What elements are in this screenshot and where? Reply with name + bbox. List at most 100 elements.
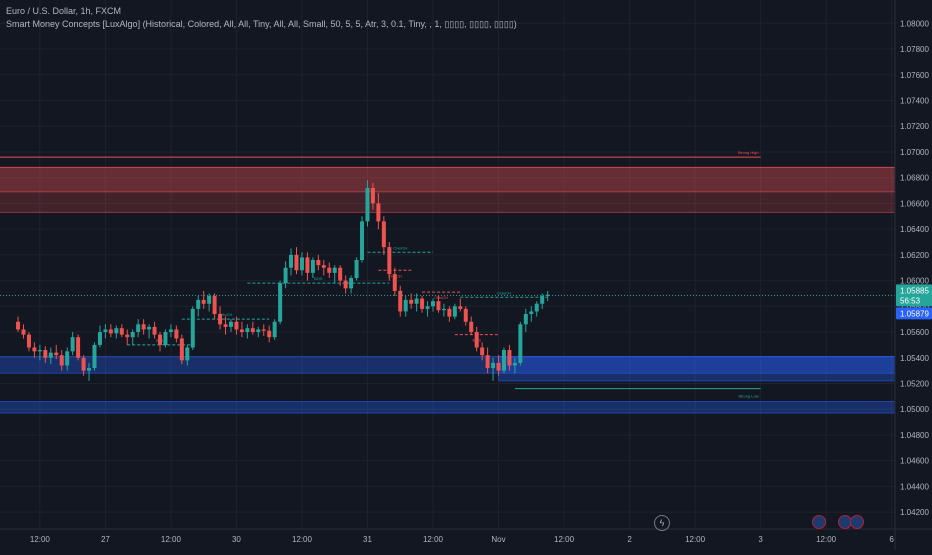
candle-body bbox=[16, 321, 21, 330]
structure-label: CHoCH bbox=[219, 312, 233, 317]
candle-body bbox=[163, 332, 168, 345]
currency-icon[interactable] bbox=[812, 515, 826, 529]
last-price-badge bbox=[896, 284, 932, 307]
y-tick-label: 1.04600 bbox=[900, 457, 929, 466]
candle-body bbox=[283, 267, 288, 284]
candle-body bbox=[529, 311, 534, 315]
y-tick-label: 1.07600 bbox=[900, 71, 929, 80]
lightning-icon[interactable]: ϟ bbox=[654, 515, 670, 531]
x-tick-label: 12:00 bbox=[554, 535, 575, 544]
candle-body bbox=[92, 344, 97, 369]
structure-label: CHoCH bbox=[434, 295, 448, 300]
candle-body bbox=[491, 362, 496, 369]
level-label: Strong Low bbox=[738, 394, 758, 399]
candle-body bbox=[97, 332, 102, 345]
candle-body bbox=[32, 347, 37, 352]
x-tick-label: 12:00 bbox=[816, 535, 837, 544]
candle-body bbox=[360, 221, 365, 260]
prev-close-badge bbox=[896, 307, 932, 320]
candle-body bbox=[158, 334, 162, 345]
x-tick-label: 12:00 bbox=[161, 535, 182, 544]
candle-body bbox=[534, 303, 539, 312]
candle-body bbox=[474, 332, 479, 348]
demand-zone bbox=[498, 355, 896, 382]
structure-label: BOS bbox=[314, 276, 323, 281]
candle-body bbox=[43, 350, 48, 358]
y-tick-label: 1.07800 bbox=[900, 45, 929, 54]
x-tick-label: Nov bbox=[491, 535, 505, 544]
candle-body bbox=[218, 314, 223, 325]
candle-body bbox=[26, 334, 31, 348]
y-tick-label: 1.05800 bbox=[900, 302, 929, 311]
candle-body bbox=[21, 329, 26, 335]
flag-icon[interactable] bbox=[850, 515, 864, 529]
candle-body bbox=[114, 328, 119, 334]
chart-legend: Euro / U.S. Dollar, 1h, FXCM Smart Money… bbox=[6, 5, 517, 31]
y-tick-label: 1.04400 bbox=[900, 482, 929, 491]
prev-close-value: 1.05879 bbox=[900, 309, 929, 318]
x-tick-label: 12:00 bbox=[30, 535, 51, 544]
candle-body bbox=[168, 329, 173, 333]
candle-body bbox=[332, 267, 337, 273]
y-tick-label: 1.06800 bbox=[900, 174, 929, 183]
y-tick-label: 1.04200 bbox=[900, 508, 929, 517]
candle-body bbox=[452, 306, 457, 317]
candle-body bbox=[392, 274, 397, 291]
structure-label: CHoCH bbox=[393, 245, 407, 250]
candle-body bbox=[207, 296, 212, 304]
indicator-title[interactable]: Smart Money Concepts [LuxAlgo] (Historic… bbox=[6, 19, 517, 29]
candle-body bbox=[458, 306, 463, 309]
y-tick-label: 1.06200 bbox=[900, 251, 929, 260]
candle-body bbox=[501, 350, 506, 371]
candle-body bbox=[37, 350, 42, 352]
candle-body bbox=[185, 347, 190, 361]
candle-body bbox=[310, 259, 315, 273]
y-tick-label: 1.06000 bbox=[900, 277, 929, 286]
candle-body bbox=[125, 334, 130, 338]
candle-body bbox=[179, 338, 184, 361]
demand-zone bbox=[0, 401, 896, 414]
candle-body bbox=[447, 308, 452, 317]
y-tick-label: 1.05200 bbox=[900, 379, 929, 388]
y-tick-label: 1.04800 bbox=[900, 431, 929, 440]
candle-body bbox=[294, 254, 299, 271]
candle-body bbox=[420, 298, 425, 309]
candle-body bbox=[196, 299, 201, 309]
candle-body bbox=[518, 324, 523, 363]
structure-label: CHoCH bbox=[497, 290, 511, 295]
x-tick-label: 6 bbox=[889, 535, 894, 544]
candle-body bbox=[228, 321, 233, 327]
candle-body bbox=[212, 296, 217, 315]
candle-body bbox=[387, 247, 392, 275]
candle-body bbox=[267, 330, 272, 338]
candle-body bbox=[496, 362, 501, 371]
x-tick-label: 12:00 bbox=[292, 535, 313, 544]
candle-body bbox=[480, 347, 485, 356]
y-tick-label: 1.05400 bbox=[900, 354, 929, 363]
candle-body bbox=[81, 357, 86, 371]
candle-body bbox=[354, 259, 359, 279]
level-label: Strong High bbox=[737, 150, 758, 155]
candle-body bbox=[365, 187, 370, 222]
y-tick-label: 1.05600 bbox=[900, 328, 929, 337]
candle-body bbox=[436, 301, 441, 311]
candle-body bbox=[54, 352, 59, 356]
candle-body bbox=[398, 290, 403, 312]
candle-body bbox=[370, 187, 375, 204]
x-tick-label: 12:00 bbox=[423, 535, 444, 544]
candle-body bbox=[299, 257, 304, 271]
candle-body bbox=[289, 254, 294, 268]
x-tick-label: 27 bbox=[101, 535, 110, 544]
y-tick-label: 1.07200 bbox=[900, 122, 929, 131]
x-tick-label: 12:00 bbox=[685, 535, 706, 544]
x-tick-label: 3 bbox=[758, 535, 763, 544]
y-tick-label: 1.06400 bbox=[900, 225, 929, 234]
candle-body bbox=[327, 267, 332, 273]
candle-body bbox=[147, 326, 152, 330]
candle-body bbox=[463, 308, 468, 322]
symbol-title[interactable]: Euro / U.S. Dollar, 1h, FXCM bbox=[6, 6, 122, 16]
candle-body bbox=[512, 362, 517, 366]
candle-body bbox=[469, 321, 474, 333]
